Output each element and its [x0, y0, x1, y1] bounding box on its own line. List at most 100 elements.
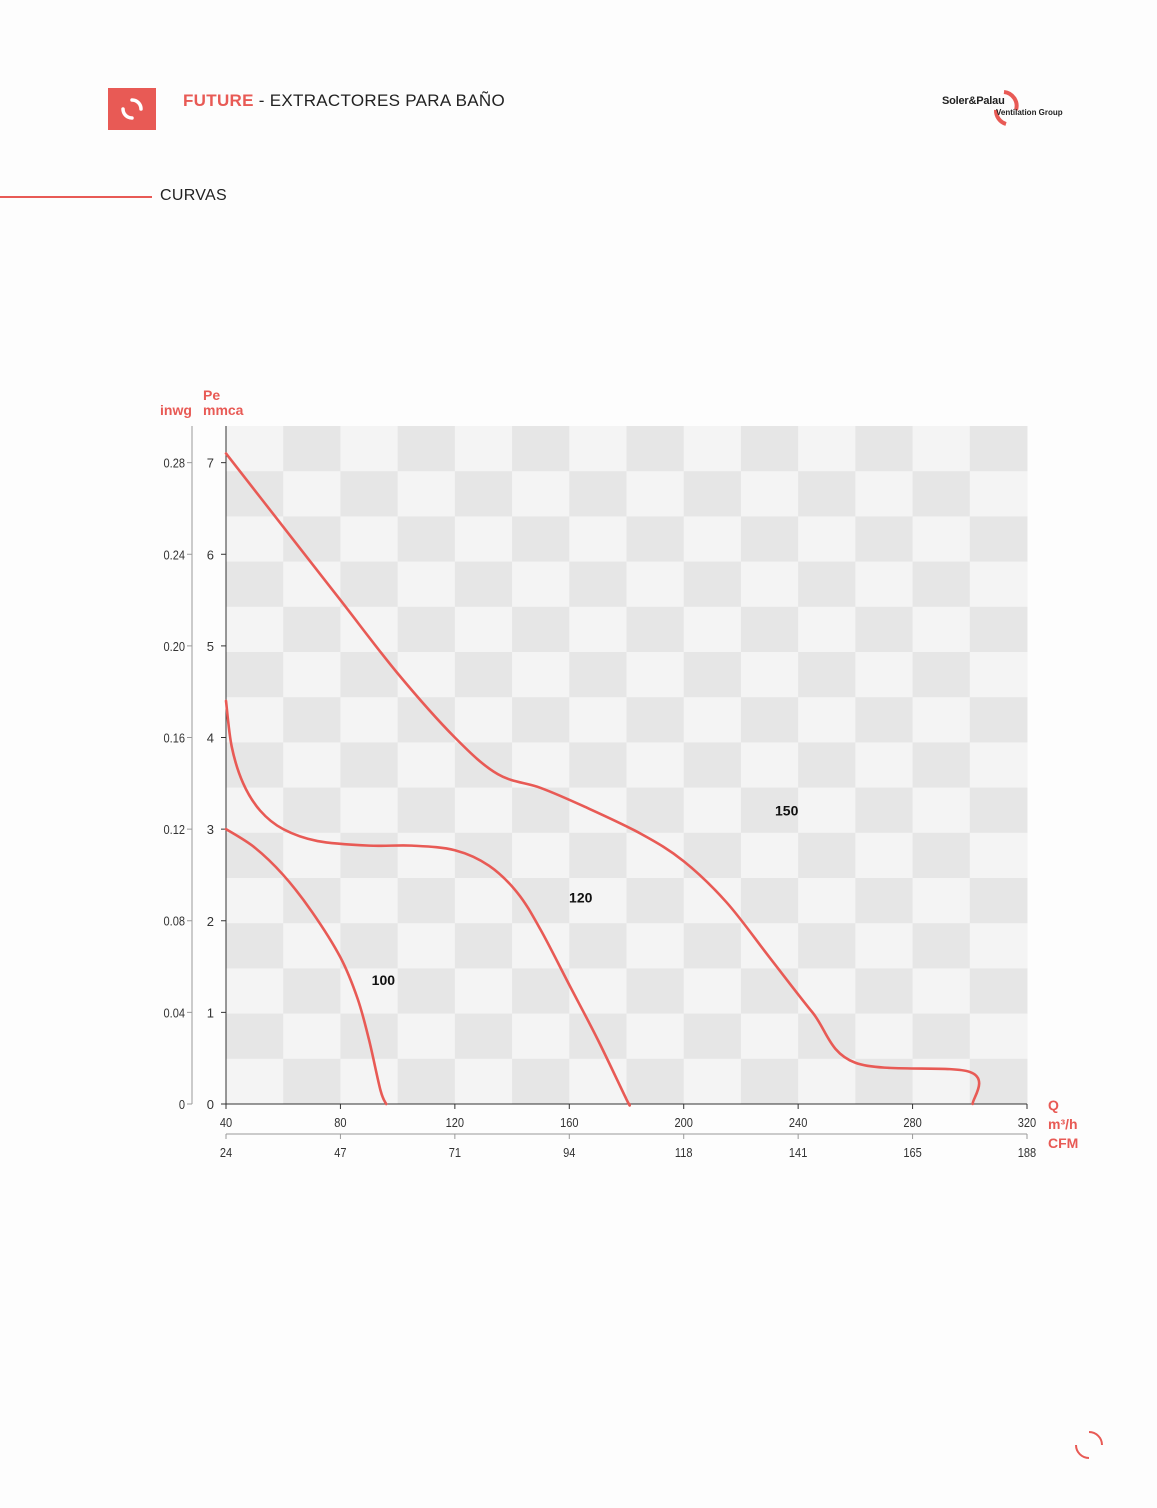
grid-cell — [569, 1013, 627, 1060]
grid-cell — [912, 742, 971, 789]
grid-cell — [740, 516, 799, 563]
grid-cell — [340, 742, 399, 789]
grid-cell — [226, 878, 284, 924]
grid-cell — [340, 652, 399, 698]
grid-cell — [397, 652, 456, 698]
grid-cell — [397, 878, 456, 924]
grid-cell — [454, 1058, 513, 1105]
grid-cell — [283, 652, 341, 698]
grid-cell — [740, 1058, 799, 1105]
y-tick-label-inwg: 0.16 — [164, 731, 186, 746]
product-brand: FUTURE — [183, 91, 254, 110]
grid-cell — [969, 968, 1028, 1015]
page-corner-icon — [1075, 1431, 1103, 1459]
grid-cell — [454, 471, 513, 517]
grid-cell — [740, 471, 799, 517]
grid-cell — [340, 697, 399, 743]
grid-cell — [683, 561, 742, 608]
grid-cell — [283, 426, 341, 472]
grid-cell — [283, 1013, 341, 1060]
y-tick-label-mmca: 5 — [207, 639, 214, 654]
x-tick-label-m3h: 120 — [446, 1115, 465, 1130]
grid-cell — [855, 787, 914, 834]
grid-cell — [912, 787, 971, 834]
chart-axes — [191, 426, 1027, 1135]
grid-cell — [340, 606, 399, 653]
grid-cell — [683, 923, 742, 969]
grid-cell — [569, 652, 627, 698]
grid-cell — [912, 606, 971, 653]
grid-cell — [226, 697, 284, 743]
grid-cell — [798, 697, 856, 743]
grid-cell — [569, 426, 627, 472]
grid-cell — [569, 878, 627, 924]
grid-cell — [626, 1058, 685, 1105]
grid-cell — [340, 561, 399, 608]
grid-cell — [340, 471, 399, 517]
grid-cell — [969, 652, 1028, 698]
grid-cell — [969, 742, 1028, 789]
grid-cell — [569, 742, 627, 789]
grid-cell — [454, 1013, 513, 1060]
x-tick-label-cfm: 141 — [789, 1145, 808, 1160]
y-label-inwg: inwg — [160, 402, 192, 418]
x-tick-label-m3h: 40 — [220, 1115, 233, 1130]
y-tick-label-mmca: 3 — [207, 822, 214, 837]
grid-cell — [226, 832, 284, 879]
grid-cell — [340, 832, 399, 879]
section-divider — [0, 196, 152, 198]
grid-cell — [397, 697, 456, 743]
grid-cell — [683, 606, 742, 653]
x-tick-label-m3h: 280 — [903, 1115, 922, 1130]
company-arc-icon — [994, 90, 1019, 126]
grid-cell — [226, 606, 284, 653]
grid-cell — [512, 516, 570, 563]
grid-cell — [798, 1058, 856, 1105]
grid-cell — [740, 652, 799, 698]
grid-cell — [569, 561, 627, 608]
y-tick-label-mmca: 1 — [207, 1005, 214, 1020]
y-tick-label-inwg: 0.24 — [164, 547, 186, 562]
product-subtitle: - EXTRACTORES PARA BAÑO — [253, 91, 505, 110]
grid-cell — [397, 742, 456, 789]
grid-cell — [969, 426, 1028, 472]
grid-cell — [740, 968, 799, 1015]
grid-cell — [569, 968, 627, 1015]
x-tick-label-cfm: 94 — [563, 1145, 576, 1160]
grid-cell — [740, 561, 799, 608]
grid-cell — [340, 878, 399, 924]
grid-cell — [912, 471, 971, 517]
grid-cell — [969, 923, 1028, 969]
grid-cell — [683, 426, 742, 472]
grid-cell — [569, 787, 627, 834]
y-tick-label-inwg: 0.28 — [164, 456, 186, 471]
grid-cell — [512, 697, 570, 743]
grid-cell — [855, 1013, 914, 1060]
grid-cell — [855, 426, 914, 472]
grid-cell — [283, 471, 341, 517]
grid-cell — [226, 652, 284, 698]
grid-cell — [683, 471, 742, 517]
grid-cell — [740, 606, 799, 653]
y-tick-label-mmca: 7 — [207, 456, 214, 471]
grid-cell — [226, 561, 284, 608]
grid-cell — [912, 516, 971, 563]
chart-grid — [226, 426, 1028, 1105]
x-tick-label-cfm: 71 — [449, 1145, 462, 1160]
grid-cell — [912, 426, 971, 472]
grid-cell — [226, 968, 284, 1015]
grid-cell — [397, 787, 456, 834]
series-line-120 — [224, 699, 632, 1107]
grid-cell — [626, 1013, 685, 1060]
grid-cell — [740, 787, 799, 834]
grid-cell — [798, 832, 856, 879]
grid-cell — [740, 878, 799, 924]
grid-cell — [912, 832, 971, 879]
grid-cell — [626, 787, 685, 834]
grid-cell — [283, 561, 341, 608]
grid-cell — [683, 832, 742, 879]
series-line-150 — [224, 452, 981, 1106]
grid-cell — [740, 697, 799, 743]
grid-cell — [912, 697, 971, 743]
grid-cell — [855, 697, 914, 743]
